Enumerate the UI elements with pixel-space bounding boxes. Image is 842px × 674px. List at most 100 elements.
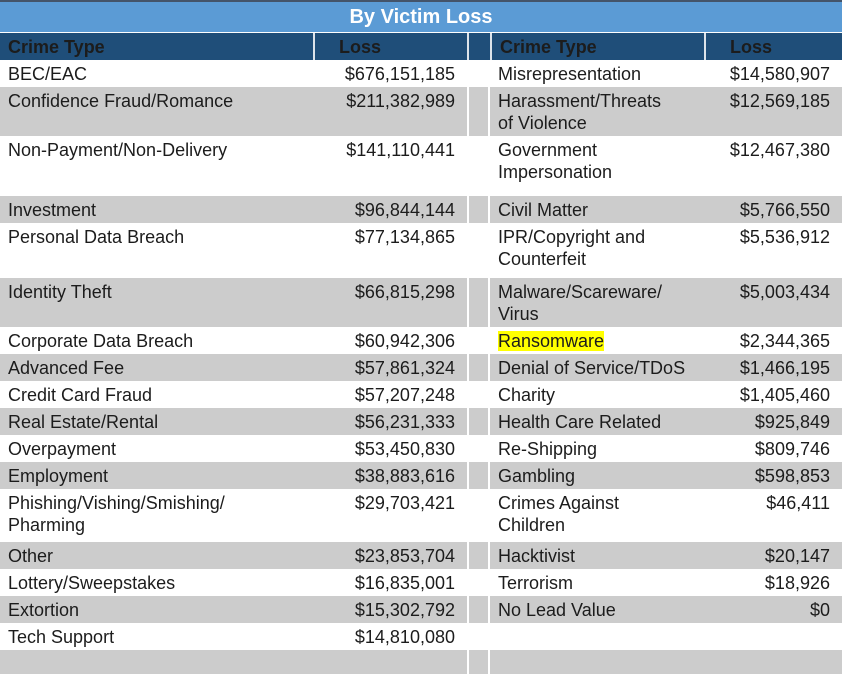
crime-type-cell-right: Health Care Related xyxy=(490,408,704,435)
loss-cell-right: $20,147 xyxy=(764,546,830,566)
column-gap xyxy=(467,136,490,196)
crime-type-cell-right: Harassment/Threats of Violence xyxy=(490,87,704,136)
table-row: Advanced Fee $57,861,324 Denial of Servi… xyxy=(0,354,842,381)
crime-type-cell-left: Other xyxy=(8,546,54,566)
loss-cell-left: $66,815,298 xyxy=(354,282,455,302)
table-title-bar: By Victim Loss xyxy=(0,2,842,33)
crime-type-text-right: IPR/Copyright and Counterfeit xyxy=(498,227,646,269)
crime-type-cell-right: Denial of Service/TDoS xyxy=(490,354,704,381)
column-gap xyxy=(467,381,490,408)
loss-cell-left: $676,151,185 xyxy=(344,64,455,84)
table-row xyxy=(0,650,842,674)
crime-type-text-right: Misrepresentation xyxy=(498,64,642,84)
loss-cell-right xyxy=(704,650,842,674)
crime-type-cell-right: Hacktivist xyxy=(490,542,704,569)
table-row: Phishing/Vishing/Smishing/ Pharming $29,… xyxy=(0,489,842,542)
column-gap xyxy=(467,542,490,569)
column-gap xyxy=(467,650,490,674)
loss-cell-right xyxy=(704,623,842,650)
loss-cell-right: $598,853 xyxy=(754,466,830,486)
column-gap xyxy=(467,462,490,489)
loss-cell-left: $14,810,080 xyxy=(354,627,455,647)
crime-type-text-right: No Lead Value xyxy=(498,600,616,620)
header-column-gap xyxy=(467,33,490,60)
crime-type-cell-right: Charity xyxy=(490,381,704,408)
crime-type-cell-left: Lottery/Sweepstakes xyxy=(8,573,176,593)
crime-type-text-right: Hacktivist xyxy=(498,546,576,566)
crime-type-cell-left: Confidence Fraud/Romance xyxy=(8,91,234,111)
crime-type-cell-right: Misrepresentation xyxy=(490,60,704,87)
loss-cell-right: $18,926 xyxy=(764,573,830,593)
crime-type-cell-right xyxy=(490,650,704,674)
crime-type-text-right: Health Care Related xyxy=(498,412,662,432)
crime-type-cell-left: Non-Payment/Non-Delivery xyxy=(8,140,228,160)
crime-type-cell-right: Terrorism xyxy=(490,569,704,596)
loss-cell-left: $15,302,792 xyxy=(354,600,455,620)
loss-cell-right: $809,746 xyxy=(754,439,830,459)
crime-type-text-right: Denial of Service/TDoS xyxy=(498,358,686,378)
loss-cell-left: $57,861,324 xyxy=(354,358,455,378)
loss-cell-left: $96,844,144 xyxy=(354,200,455,220)
table-row: Identity Theft $66,815,298 Malware/Scare… xyxy=(0,278,842,327)
column-gap xyxy=(467,327,490,354)
crime-type-cell-left: Credit Card Fraud xyxy=(8,385,153,405)
table-body: BEC/EAC $676,151,185 Misrepresentation $… xyxy=(0,60,842,674)
table-row: Non-Payment/Non-Delivery $141,110,441 Go… xyxy=(0,136,842,196)
crime-type-cell-right: Civil Matter xyxy=(490,196,704,223)
column-gap xyxy=(467,569,490,596)
crime-type-text-right: Malware/Scareware/ Virus xyxy=(498,282,663,324)
loss-cell-right: $12,467,380 xyxy=(729,140,830,160)
top-border xyxy=(0,0,842,2)
column-gap xyxy=(467,408,490,435)
crime-type-cell-right: IPR/Copyright and Counterfeit xyxy=(490,223,704,278)
crime-type-cell-right: Re-Shipping xyxy=(490,435,704,462)
loss-cell-left: $38,883,616 xyxy=(354,466,455,486)
table-row: BEC/EAC $676,151,185 Misrepresentation $… xyxy=(0,60,842,87)
crime-type-cell-right: Government Impersonation xyxy=(490,136,704,196)
crime-type-cell-left: Employment xyxy=(8,466,109,486)
table-row: Real Estate/Rental $56,231,333 Health Ca… xyxy=(0,408,842,435)
loss-cell-left: $16,835,001 xyxy=(354,573,455,593)
loss-cell-left: $29,703,421 xyxy=(354,493,455,513)
table-row: Corporate Data Breach $60,942,306 Ransom… xyxy=(0,327,842,354)
crime-type-cell-left: Extortion xyxy=(8,600,80,620)
table-row: Employment $38,883,616 Gambling $598,853 xyxy=(0,462,842,489)
loss-cell-right: $46,411 xyxy=(766,493,830,513)
header-crime-type-right: Crime Type xyxy=(490,33,704,60)
loss-cell-left: $77,134,865 xyxy=(354,227,455,247)
crime-type-cell-left: Investment xyxy=(8,200,97,220)
table-row: Other $23,853,704 Hacktivist $20,147 xyxy=(0,542,842,569)
column-gap xyxy=(467,223,490,278)
crime-type-text-right: Charity xyxy=(498,385,556,405)
loss-cell-right: $2,344,365 xyxy=(739,331,830,351)
crime-type-cell-right: Crimes Against Children xyxy=(490,489,704,542)
crime-type-cell-left: Identity Theft xyxy=(8,282,112,302)
column-gap xyxy=(467,196,490,223)
table-row: Investment $96,844,144 Civil Matter $5,7… xyxy=(0,196,842,223)
loss-cell-right: $5,766,550 xyxy=(739,200,830,220)
crime-type-cell-left: Real Estate/Rental xyxy=(8,412,159,432)
crime-type-text-right: Civil Matter xyxy=(498,200,589,220)
header-crime-type-left: Crime Type xyxy=(8,37,105,57)
header-loss-right: Loss xyxy=(704,33,842,60)
crime-type-text-right: Re-Shipping xyxy=(498,439,598,459)
crime-type-cell-left: Corporate Data Breach xyxy=(8,331,194,351)
crime-type-cell-left: Overpayment xyxy=(8,439,117,459)
crime-type-cell-right: Ransomware xyxy=(490,327,704,354)
crime-type-text-right: Ransomware xyxy=(498,331,605,351)
crime-type-cell-left: Tech Support xyxy=(8,627,115,647)
crime-type-text-right: Terrorism xyxy=(498,573,573,593)
column-gap xyxy=(467,278,490,327)
loss-cell-right: $5,536,912 xyxy=(739,227,830,247)
loss-cell-left xyxy=(313,650,467,674)
column-gap xyxy=(467,489,490,542)
crime-type-cell-right xyxy=(490,623,704,650)
column-gap xyxy=(467,60,490,87)
header-loss-left: Loss xyxy=(313,33,467,60)
crime-type-cell-right: Malware/Scareware/ Virus xyxy=(490,278,704,327)
crime-type-cell-left: BEC/EAC xyxy=(8,64,88,84)
loss-cell-left: $141,110,441 xyxy=(346,140,455,160)
loss-cell-left: $211,382,989 xyxy=(346,91,455,111)
crime-type-cell-left: Personal Data Breach xyxy=(8,227,185,247)
column-gap xyxy=(467,435,490,462)
